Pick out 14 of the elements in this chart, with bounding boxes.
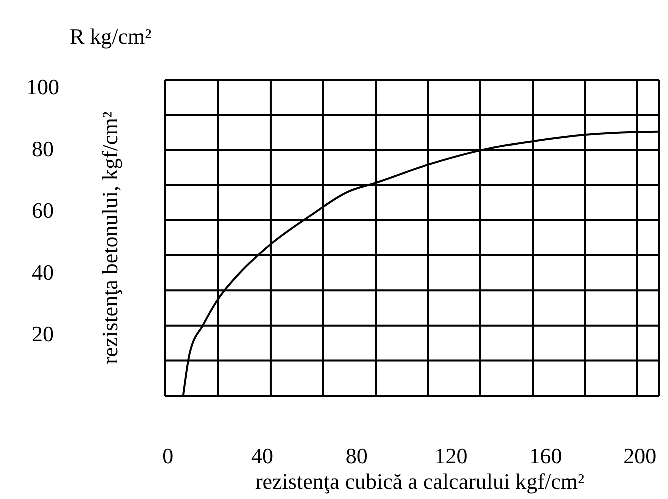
- x-axis-title: rezistenţa cubică a calcarului kgf/cm²: [255, 469, 585, 494]
- x-tick-label: 120: [434, 444, 468, 468]
- chart-title: R kg/cm²: [70, 24, 152, 49]
- y-tick-label: 80: [32, 136, 54, 162]
- y-axis-title: rezistenţa betonului, kgf/cm²: [98, 111, 122, 364]
- x-tick-label: 160: [529, 444, 562, 468]
- x-tick-label: 40: [251, 444, 274, 468]
- y-tick-label: 40: [32, 260, 54, 285]
- x-tick-label: 80: [346, 444, 368, 468]
- x-tick-label: 200: [624, 444, 657, 468]
- y-tick-label: 100: [26, 74, 60, 100]
- y-tick-label: 20: [32, 322, 54, 347]
- x-tick-label: 0: [162, 444, 174, 468]
- y-tick-label: 60: [32, 198, 54, 224]
